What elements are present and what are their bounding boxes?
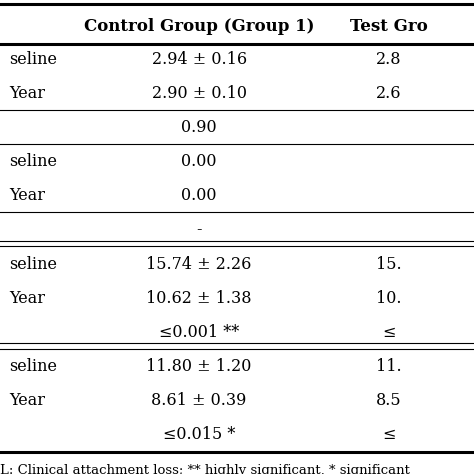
Text: 2.94 ± 0.16: 2.94 ± 0.16: [152, 51, 246, 68]
Text: 0.90: 0.90: [181, 119, 217, 136]
Text: 2.8: 2.8: [376, 51, 401, 68]
Text: Year: Year: [9, 392, 46, 409]
Text: seline: seline: [9, 51, 57, 68]
Text: 0.00: 0.00: [182, 187, 217, 204]
Text: Test Gro: Test Gro: [350, 18, 428, 35]
Text: ≤: ≤: [382, 324, 395, 341]
Text: 15.74 ± 2.26: 15.74 ± 2.26: [146, 255, 252, 273]
Text: seline: seline: [9, 358, 57, 375]
Text: seline: seline: [9, 255, 57, 273]
Text: 10.62 ± 1.38: 10.62 ± 1.38: [146, 290, 252, 307]
Text: Control Group (Group 1): Control Group (Group 1): [84, 18, 314, 35]
Text: ≤: ≤: [382, 426, 395, 443]
Text: seline: seline: [9, 153, 57, 170]
Text: -: -: [196, 221, 202, 238]
Text: 2.6: 2.6: [376, 85, 401, 102]
Text: ≤0.001 **: ≤0.001 **: [159, 324, 239, 341]
Text: 11.: 11.: [376, 358, 401, 375]
Text: L: Clinical attachment loss; ** highly significant, * significant: L: Clinical attachment loss; ** highly s…: [0, 464, 410, 474]
Text: 15.: 15.: [376, 255, 401, 273]
Text: Year: Year: [9, 187, 46, 204]
Text: 0.00: 0.00: [182, 153, 217, 170]
Text: 8.5: 8.5: [376, 392, 401, 409]
Text: 10.: 10.: [376, 290, 401, 307]
Text: ≤0.015 *: ≤0.015 *: [163, 426, 235, 443]
Text: 2.90 ± 0.10: 2.90 ± 0.10: [152, 85, 246, 102]
Text: Year: Year: [9, 85, 46, 102]
Text: 8.61 ± 0.39: 8.61 ± 0.39: [151, 392, 247, 409]
Text: 11.80 ± 1.20: 11.80 ± 1.20: [146, 358, 252, 375]
Text: Year: Year: [9, 290, 46, 307]
